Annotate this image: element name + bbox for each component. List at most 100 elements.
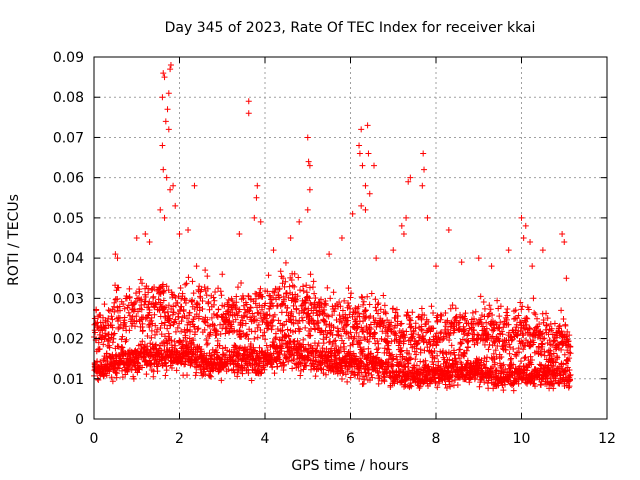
- data-point: [371, 162, 378, 169]
- data-point: [150, 293, 157, 300]
- data-point: [234, 284, 241, 291]
- data-point: [300, 309, 307, 316]
- data-point: [362, 206, 369, 213]
- data-point: [297, 372, 304, 379]
- data-point: [229, 353, 236, 360]
- data-point: [111, 330, 118, 337]
- data-point: [563, 275, 570, 282]
- data-point: [201, 326, 208, 333]
- data-point: [357, 337, 364, 344]
- data-point: [102, 325, 109, 332]
- data-point: [438, 313, 445, 320]
- data-point: [399, 353, 406, 360]
- data-point: [220, 311, 227, 318]
- data-point: [230, 366, 237, 373]
- data-point: [273, 296, 280, 303]
- data-point: [393, 306, 400, 313]
- data-point: [289, 365, 296, 372]
- data-point: [463, 347, 470, 354]
- data-point: [523, 315, 530, 322]
- data-point: [383, 349, 390, 356]
- data-point: [272, 334, 279, 341]
- data-point: [143, 371, 150, 378]
- data-point: [344, 314, 351, 321]
- data-point: [339, 307, 346, 314]
- data-point: [504, 312, 511, 319]
- data-point: [420, 150, 427, 157]
- x-tick-label: 4: [261, 431, 270, 447]
- data-point: [102, 332, 109, 339]
- data-point: [178, 318, 185, 325]
- data-point: [184, 315, 191, 322]
- data-point: [187, 328, 194, 335]
- data-point: [163, 174, 170, 181]
- data-point: [515, 349, 522, 356]
- data-point: [378, 319, 385, 326]
- data-point: [406, 314, 413, 321]
- data-point: [527, 325, 534, 332]
- data-point: [245, 336, 252, 343]
- data-point: [231, 369, 238, 376]
- data-point: [295, 274, 302, 281]
- data-point: [119, 333, 126, 340]
- data-point: [562, 322, 569, 329]
- data-point: [114, 255, 121, 262]
- data-point: [246, 346, 253, 353]
- data-point: [105, 307, 112, 314]
- data-point: [408, 383, 415, 390]
- data-point: [550, 363, 557, 370]
- data-point: [356, 375, 363, 382]
- data-point: [492, 347, 499, 354]
- data-point: [407, 174, 414, 181]
- data-point: [338, 332, 345, 339]
- data-point: [210, 294, 217, 301]
- data-point: [417, 366, 424, 373]
- data-point: [530, 295, 537, 302]
- data-point: [542, 326, 549, 333]
- data-point: [518, 338, 525, 345]
- data-point: [347, 374, 354, 381]
- data-point: [303, 282, 310, 289]
- data-point: [360, 310, 367, 317]
- data-point: [532, 311, 539, 318]
- data-point: [330, 324, 337, 331]
- data-point: [355, 333, 362, 340]
- data-point: [258, 348, 265, 355]
- data-point: [552, 359, 559, 366]
- data-point: [157, 325, 164, 332]
- data-point: [146, 309, 153, 316]
- data-point: [375, 345, 382, 352]
- data-point: [486, 302, 493, 309]
- data-point: [121, 314, 128, 321]
- data-point: [514, 315, 521, 322]
- data-point: [443, 385, 450, 392]
- data-point: [485, 385, 492, 392]
- data-point: [191, 305, 198, 312]
- data-point: [199, 298, 206, 305]
- data-point: [500, 361, 507, 368]
- data-point: [221, 303, 228, 310]
- data-point: [173, 367, 180, 374]
- data-point: [515, 380, 522, 387]
- data-points: [91, 62, 574, 394]
- data-point: [96, 346, 103, 353]
- data-point: [121, 319, 128, 326]
- data-point: [302, 324, 309, 331]
- data-point: [186, 309, 193, 316]
- data-point: [167, 62, 174, 69]
- data-point: [523, 337, 530, 344]
- data-point: [292, 298, 299, 305]
- data-point: [150, 373, 157, 380]
- data-point: [206, 306, 213, 313]
- data-point: [300, 366, 307, 373]
- data-point: [212, 289, 219, 296]
- data-point: [445, 226, 452, 233]
- data-point: [448, 378, 455, 385]
- data-point: [270, 247, 277, 254]
- data-point: [539, 341, 546, 348]
- data-point: [283, 318, 290, 325]
- data-point: [306, 295, 313, 302]
- data-point: [374, 301, 381, 308]
- data-point: [528, 361, 535, 368]
- data-point: [126, 327, 133, 334]
